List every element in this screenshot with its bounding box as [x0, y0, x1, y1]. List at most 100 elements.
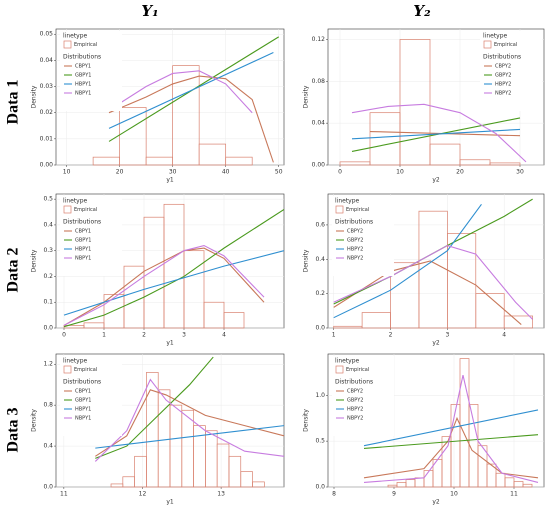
legend-label: NBPY2: [495, 91, 511, 97]
y-axis-label: Density: [31, 409, 38, 432]
legend-key: [63, 40, 72, 49]
density-curve: [63, 250, 284, 316]
x-tick-label: 30: [516, 169, 524, 176]
legend-key: [335, 205, 344, 214]
x-tick-label: 12: [139, 491, 147, 498]
x-tick-label: 30: [169, 169, 177, 176]
x-tick-label: 50: [275, 169, 283, 176]
x-tick-label: 0: [338, 169, 342, 176]
legend-label: Empirical: [494, 42, 517, 48]
legend-label: CBPY2: [495, 64, 511, 70]
legend-box: [60, 356, 122, 436]
x-tick-label: 4: [222, 332, 226, 339]
legend-key: [63, 365, 72, 374]
y-tick-label: 0.08: [312, 78, 326, 85]
y-tick-label: 0.12: [312, 36, 326, 43]
y-tick-label: 1.0: [315, 392, 325, 399]
y-tick-label: 0.00: [40, 162, 54, 169]
y-tick-label: 0.0: [43, 484, 53, 491]
legend-box: [332, 196, 394, 276]
y-tick-label: 0.03: [40, 83, 54, 90]
x-tick-label: 11: [510, 491, 518, 498]
legend-title: Distributions: [63, 379, 101, 386]
y-axis-label: Density: [31, 85, 38, 108]
legend-label: GBPY1: [75, 398, 91, 404]
y-tick-label: 0.01: [40, 135, 54, 142]
legend-box: [60, 196, 122, 276]
density-curve: [351, 103, 527, 163]
x-tick-label: 4: [502, 332, 506, 339]
x-axis-label: y2: [432, 177, 440, 184]
legend-label: CBPY1: [75, 64, 91, 70]
y-axis-label: Density: [303, 409, 310, 432]
y-axis-label: Density: [303, 249, 310, 272]
panel: 0.00 0.04 0.08 0.12 0 10 20 30 y2 Density linetype…: [303, 28, 545, 184]
legend-label: NBPY1: [75, 256, 91, 262]
legend-label: GBPY2: [495, 73, 511, 79]
row-label: Data 2: [5, 248, 22, 293]
legend-box: [60, 31, 122, 111]
y-tick-label: 0.2: [43, 273, 53, 280]
legend-label: NBPY1: [75, 91, 91, 97]
x-tick-label: 13: [217, 491, 225, 498]
legend-label: HBPY2: [347, 407, 363, 413]
x-axis-label: y2: [432, 340, 440, 347]
density-curve: [363, 409, 539, 447]
x-axis-label: y2: [432, 499, 440, 506]
legend-label: CBPY1: [75, 389, 91, 395]
hist-bar: [225, 156, 253, 166]
hist-bar: [252, 481, 265, 488]
y-tick-label: 0.00: [312, 162, 326, 169]
x-tick-label: 2: [142, 332, 146, 339]
legend-label: CBPY1: [75, 229, 91, 235]
y-tick-label: 0.3: [43, 247, 53, 254]
y-tick-label: 0.8: [43, 402, 53, 409]
legend-title: linetype: [335, 198, 360, 205]
y-tick-label: 0.05: [40, 31, 54, 38]
legend-label: HBPY1: [75, 247, 91, 253]
panel: 0.0 0.4 0.8 1.2 11 12 13 y1 Density linetype Empir…: [31, 353, 285, 506]
y-tick-label: 0.1: [43, 299, 53, 306]
density-curve: [63, 208, 284, 328]
hist-bar: [172, 65, 200, 166]
x-tick-label: 10: [396, 169, 404, 176]
hist-bar: [183, 250, 205, 329]
legend-box: [332, 356, 394, 436]
legend-label: HBPY2: [347, 247, 363, 253]
density-curve: [63, 244, 265, 326]
legend-label: Empirical: [346, 367, 369, 373]
hist-bar: [240, 471, 253, 488]
legend-label: NBPY1: [75, 416, 91, 422]
row-label: Data 1: [5, 80, 22, 125]
row-label: Data 3: [5, 408, 22, 453]
hist-bar: [475, 293, 505, 329]
y-tick-label: 0.4: [43, 221, 53, 228]
legend-title: linetype: [483, 33, 508, 40]
x-tick-label: 1: [332, 332, 336, 339]
x-tick-label: 2: [389, 332, 393, 339]
x-tick-label: 8: [332, 491, 336, 498]
panel: 0.00 0.01 0.02 0.03 0.04 0.05 10 20 30 40 50 y1 Dens…: [31, 28, 285, 184]
legend-label: GBPY2: [347, 398, 363, 404]
x-axis-label: y1: [166, 340, 174, 347]
legend-title: Distributions: [63, 219, 101, 226]
legend-title: Distributions: [483, 54, 521, 61]
density-curve: [108, 70, 253, 114]
density-curve: [333, 203, 482, 319]
x-tick-label: 9: [392, 491, 396, 498]
y-tick-label: 0.0: [43, 325, 53, 332]
hist-bar: [489, 162, 521, 166]
density-curve: [333, 260, 522, 325]
y-tick-label: 1.2: [43, 361, 53, 368]
panel: 0.0 0.5 1.0 8 9 10 11 y2 Density linetype Empirica…: [303, 353, 545, 506]
y-tick-label: 0.04: [40, 57, 54, 64]
legend-label: HBPY2: [495, 82, 511, 88]
hist-bar: [223, 312, 245, 329]
x-tick-label: 3: [445, 332, 449, 339]
legend-label: HBPY1: [75, 82, 91, 88]
x-tick-label: 10: [63, 169, 71, 176]
x-tick-label: 40: [222, 169, 230, 176]
hist-bar: [429, 143, 461, 166]
x-axis-label: y1: [166, 177, 174, 184]
